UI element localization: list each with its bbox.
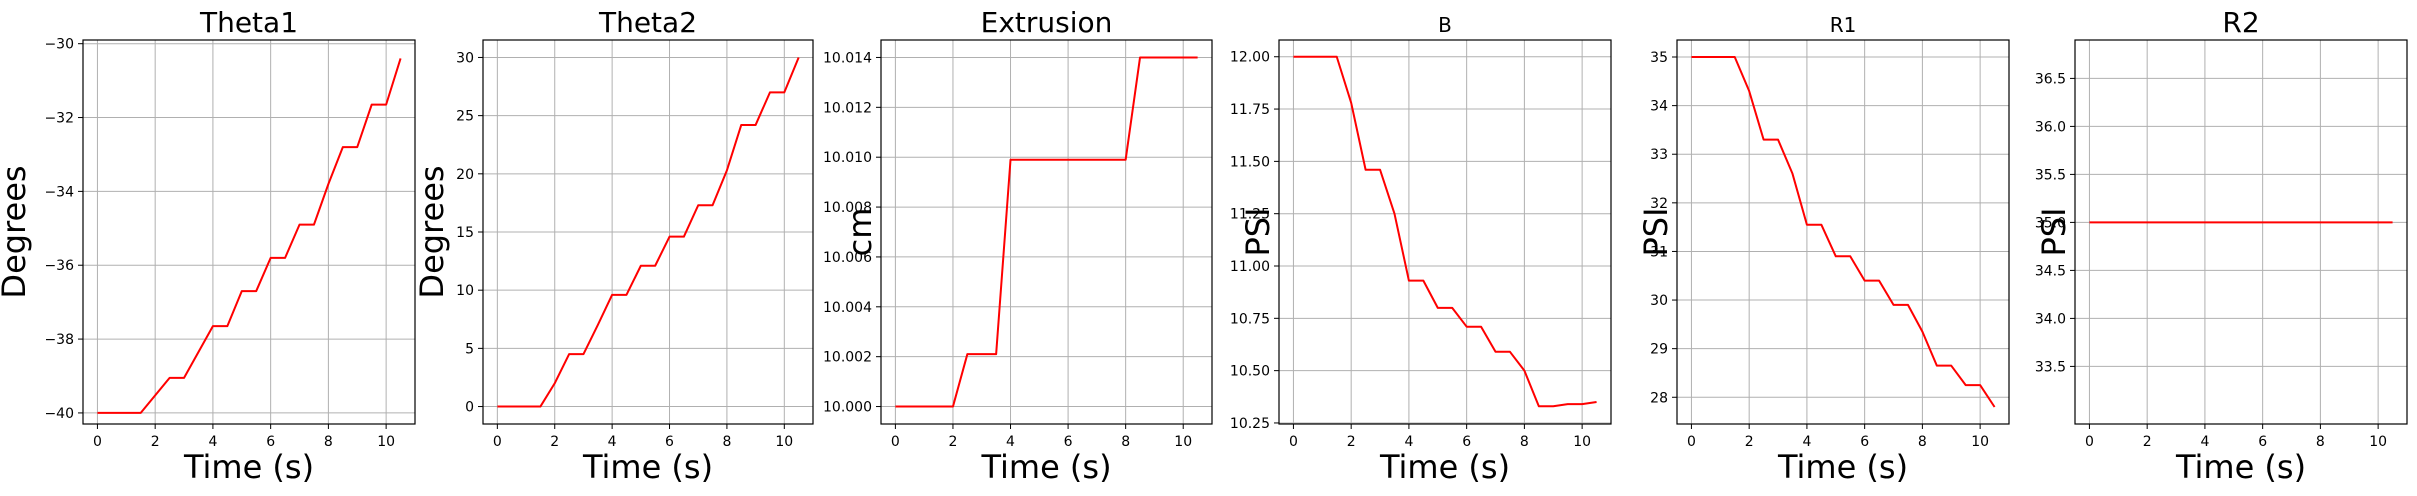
x-tick-label: 0 [891,434,900,450]
y-axis-label: PSI [1239,207,1277,256]
x-tick-label: 10 [1573,434,1591,450]
chart-title: Extrusion [981,6,1113,39]
y-tick-label: 15 [456,225,474,241]
series-line [97,58,400,412]
y-tick-label: −32 [44,111,74,127]
chart-title: Theta2 [598,6,697,39]
chart-panel-5: 0 2 4 6 8 10 33.5 34.0 34.5 35.0 35.5 36.0 36.5 R2 Tim… [2035,6,2407,486]
y-tick-label: 35.5 [2035,167,2066,183]
x-tick-label: 0 [1289,434,1298,450]
y-tick-label: 34 [1650,99,1668,115]
x-tick-label: 0 [1687,434,1696,450]
series-line [895,57,1197,406]
y-axis-label: cm [841,208,879,257]
y-tick-label: 10.012 [823,100,872,116]
y-tick-label: 5 [465,341,474,357]
x-tick-label: 0 [493,434,502,450]
y-tick-label: 11.00 [1230,259,1270,275]
axes-frame [881,40,1212,424]
x-tick-label: 8 [324,434,333,450]
chart-panel-3: 0 2 4 6 8 10 10.25 10.50 10.75 11.00 11.25 11.50 11.… [1230,13,1611,486]
chart-title: R1 [1830,13,1857,37]
x-axis-label: Time (s) [2175,448,2306,486]
y-tick-label: −34 [44,184,74,200]
y-tick-label: 11.50 [1230,154,1270,170]
y-tick-label: 20 [456,167,474,183]
y-tick-label: 12.00 [1230,50,1270,66]
y-tick-label: 10 [456,283,474,299]
y-tick-label: 36.5 [2035,71,2066,87]
y-tick-label: 10.010 [823,150,872,166]
x-tick-label: 2 [1745,434,1754,450]
chart-title: B [1438,13,1452,37]
y-tick-label: 34.0 [2035,311,2066,327]
y-tick-label: 34.5 [2035,263,2066,279]
x-tick-label: 10 [775,434,793,450]
y-tick-label: 10.25 [1230,416,1270,432]
y-tick-label: 10.004 [823,300,872,316]
x-tick-label: 8 [722,434,731,450]
x-tick-label: 10 [1174,434,1192,450]
y-tick-label: −38 [44,332,74,348]
axes-frame [83,40,415,424]
series-line [1691,57,1994,407]
chart-title: Theta1 [199,6,298,39]
x-tick-label: 8 [2316,434,2325,450]
x-axis-label: Time (s) [1379,448,1510,486]
y-tick-label: 11.75 [1230,102,1270,118]
x-tick-label: 2 [151,434,160,450]
y-tick-label: 10.002 [823,350,872,366]
axes-frame [1279,40,1611,424]
chart-panel-4: 0 2 4 6 8 10 28 29 30 31 32 33 34 35 R1 Time (s) PSI [1637,13,2009,486]
x-axis-label: Time (s) [582,448,713,486]
x-tick-label: 0 [93,434,102,450]
x-tick-label: 10 [377,434,395,450]
y-tick-label: 30 [1650,293,1668,309]
x-tick-label: 2 [948,434,957,450]
x-tick-label: 10 [2369,434,2387,450]
x-tick-label: 8 [1520,434,1529,450]
x-axis-label: Time (s) [183,448,314,486]
y-tick-label: 30 [456,50,474,66]
x-tick-label: 0 [2085,434,2094,450]
y-tick-label: 25 [456,109,474,125]
y-tick-label: 33.5 [2035,359,2066,375]
y-tick-label: 29 [1650,342,1668,358]
chart-panel-2: 0 2 4 6 8 1010.00010.00210.00410.00610.00810.… [823,6,1212,486]
chart-title: R2 [2222,6,2259,39]
y-tick-label: 10.014 [823,50,872,66]
y-axis-label: PSI [2035,207,2073,256]
x-axis-label: Time (s) [1777,448,1908,486]
y-axis-label: Degrees [413,165,451,298]
y-tick-label: 0 [465,400,474,416]
y-axis-label: PSI [1637,207,1675,256]
y-tick-label: 35 [1650,50,1668,66]
x-tick-label: 8 [1918,434,1927,450]
y-tick-label: 10.75 [1230,311,1270,327]
axes-frame [1677,40,2009,424]
y-tick-label: −36 [44,258,74,274]
x-tick-label: 2 [550,434,559,450]
y-tick-label: −40 [44,406,74,422]
x-tick-label: 10 [1971,434,1989,450]
x-axis-label: Time (s) [980,448,1111,486]
x-tick-label: 8 [1121,434,1130,450]
y-tick-label: −30 [44,37,74,53]
x-tick-label: 2 [1347,434,1356,450]
chart-panel-1: 0 2 4 6 8 10 0 5 10 15 20 25 30 Theta2 Time (s) Degrees [413,6,813,486]
chart-panel-0: 0 2 4 6 8 10−40−38−36−34−32−30Theta1Time (s)D… [0,6,415,486]
y-tick-label: 10.000 [823,400,872,416]
y-tick-label: 28 [1650,390,1668,406]
x-tick-label: 2 [2143,434,2152,450]
y-axis-label: Degrees [0,165,33,298]
y-tick-label: 33 [1650,147,1668,163]
y-tick-label: 36.0 [2035,119,2066,135]
y-tick-label: 10.50 [1230,364,1270,380]
